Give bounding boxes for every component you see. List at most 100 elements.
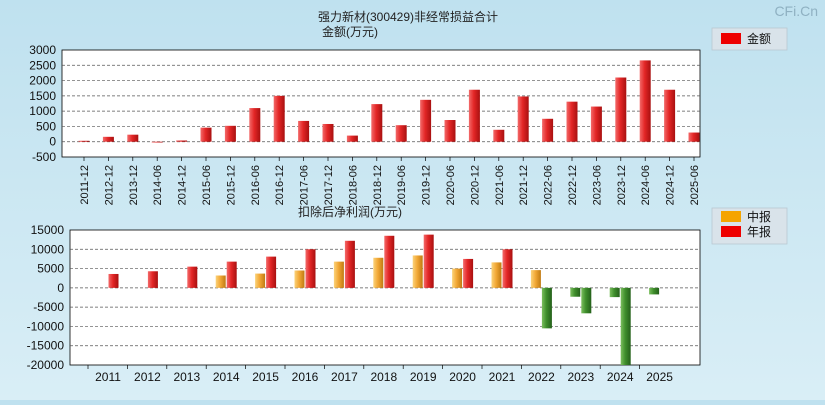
- chart1-legend-label-amount: 金额: [747, 31, 771, 46]
- chart1-bar: [346, 135, 358, 142]
- chart1-x-tick-label: 2016-06: [250, 165, 262, 205]
- chart1-bar: [395, 125, 407, 142]
- chart1-bar: [127, 134, 139, 142]
- chart1-y-tick-label: 2500: [29, 58, 56, 72]
- chart1-x-tick-label: 2021-12: [518, 165, 530, 205]
- chart1-x-tick-label: 2022-06: [543, 165, 555, 205]
- chart2-bar-interim: [294, 270, 305, 288]
- chart2-bar-interim: [215, 275, 226, 288]
- chart2-x-tick-label: 2012: [134, 370, 161, 384]
- chart2-x-tick-label: 2022: [528, 370, 555, 384]
- chart1-bar: [639, 60, 651, 142]
- chart1-bar: [249, 108, 261, 142]
- chart2-bar-interim: [491, 262, 502, 288]
- chart2-x-ticks: 2011 2012 2013 2014 2015 2016 2017 2018 2019 2020…: [87, 365, 673, 384]
- chart2-bar-annual: [423, 234, 434, 288]
- chart1-x-tick-label: 2025-06: [689, 165, 701, 205]
- chart1-bar: [322, 123, 334, 142]
- chart1-y-tick-label: 0: [49, 135, 56, 149]
- chart1-bar: [78, 140, 90, 142]
- chart1-x-tick-label: 2018-06: [347, 165, 359, 205]
- chart1-bar: [688, 132, 700, 142]
- chart1-title: 强力新材(300429)非经常损益合计: [318, 9, 498, 24]
- chart2-legend-swatch-interim: [721, 211, 741, 222]
- chart1-x-tick-label: 2014-12: [177, 165, 189, 205]
- chart1-x-tick-label: 2023-12: [616, 165, 628, 205]
- chart2-x-tick-label: 2014: [213, 370, 240, 384]
- chart1-x-tick-label: 2019-06: [396, 165, 408, 205]
- chart1-x-tick-label: 2022-12: [567, 165, 579, 205]
- chart1-bar: [176, 140, 188, 142]
- chart2-x-tick-label: 2019: [410, 370, 437, 384]
- chart1-x-tick-label: 2015-12: [225, 165, 237, 205]
- watermark-text: CFi.Cn: [774, 3, 818, 19]
- chart2-bar-annual: [463, 258, 474, 288]
- chart2-y-tick-label: 15000: [31, 223, 65, 237]
- chart2-bar-interim: [609, 287, 620, 298]
- chart1-bar: [615, 77, 627, 142]
- chart2-x-tick-label: 2024: [607, 370, 634, 384]
- chart1-bar: [517, 96, 529, 142]
- chart1-bar: [420, 99, 432, 142]
- chart1-x-tick-label: 2020-12: [469, 165, 481, 205]
- chart2-bar-annual: [187, 266, 198, 288]
- chart2-y-tick-label: -10000: [27, 319, 65, 333]
- chart1-x-tick-label: 2021-06: [494, 165, 506, 205]
- chart1-ylabel: 金额(万元): [322, 24, 378, 39]
- chart1-bar: [273, 95, 285, 142]
- chart1-bar: [102, 136, 114, 142]
- chart2-bar-annual: [581, 287, 592, 314]
- chart1-bar: [468, 89, 480, 142]
- chart1-x-tick-label: 2020-06: [445, 165, 457, 205]
- chart1-x-tick-label: 2018-12: [372, 165, 384, 205]
- chart1-y-tick-label: -500: [32, 150, 56, 164]
- chart1-bars: [78, 60, 700, 143]
- chart2-bar-annual: [305, 249, 316, 288]
- chart2-y-tick-label: -15000: [27, 339, 65, 353]
- chart2-bar-annual: [266, 256, 277, 288]
- chart2-bar-interim: [452, 268, 463, 288]
- chart1-bar: [151, 141, 163, 143]
- chart2-bar-annual: [541, 287, 552, 329]
- chart2-bar-interim: [412, 255, 423, 288]
- chart1-y-tick-label: 1500: [29, 89, 56, 103]
- chart1-y-tick-label: 3000: [29, 43, 56, 57]
- chart1-x-tick-label: 2024-06: [640, 165, 652, 205]
- chart1-x-tick-label: 2019-12: [421, 165, 433, 205]
- chart2-x-tick-label: 2013: [173, 370, 200, 384]
- chart2-x-tick-label: 2017: [331, 370, 358, 384]
- chart2-bar-annual: [620, 287, 631, 365]
- chart1-x-tick-label: 2011-12: [79, 165, 91, 205]
- chart1-bar: [224, 125, 236, 142]
- chart2-y-tick-label: -20000: [27, 358, 65, 372]
- chart2-y-tick-label: 0: [57, 281, 64, 295]
- chart2-bar-interim: [530, 270, 541, 288]
- chart2-x-tick-label: 2018: [370, 370, 397, 384]
- chart2-legend-label-annual: 年报: [747, 224, 771, 239]
- chart2-y-ticks: 15000 10000 5000 0 -5000 -10000 -15000 -20000: [27, 223, 65, 372]
- chart1-legend-swatch-amount: [721, 33, 741, 44]
- chart1-x-ticks: 2011-12 2012-12 2013-12 2014-06 2014-12 2015-…: [79, 157, 701, 205]
- chart1-x-tick-label: 2016-12: [274, 165, 286, 205]
- chart2-y-tick-label: -5000: [33, 300, 64, 314]
- chart2-legend-label-interim: 中报: [747, 209, 771, 224]
- chart1-x-tick-label: 2024-12: [665, 165, 677, 205]
- chart1-x-tick-label: 2014-06: [152, 165, 164, 205]
- chart1-bar: [542, 118, 554, 142]
- chart2-legend: 中报 年报: [711, 207, 788, 245]
- chart2-bar-annual: [108, 273, 119, 288]
- chart1-x-tick-label: 2017-06: [299, 165, 311, 205]
- chart2-y-tick-label: 5000: [37, 262, 64, 276]
- chart1-bar: [664, 89, 676, 142]
- chart2-bar-annual: [226, 261, 237, 288]
- chart1-bar: [444, 120, 456, 142]
- chart2-x-tick-label: 2016: [292, 370, 319, 384]
- chart2-bars: [108, 234, 660, 365]
- chart2-legend-swatch-annual: [721, 226, 741, 237]
- chart2-bar-annual: [384, 235, 395, 288]
- chart1-x-tick-label: 2013-12: [128, 165, 140, 205]
- chart1-bar: [590, 106, 602, 142]
- chart1-y-tick-label: 2000: [29, 74, 56, 88]
